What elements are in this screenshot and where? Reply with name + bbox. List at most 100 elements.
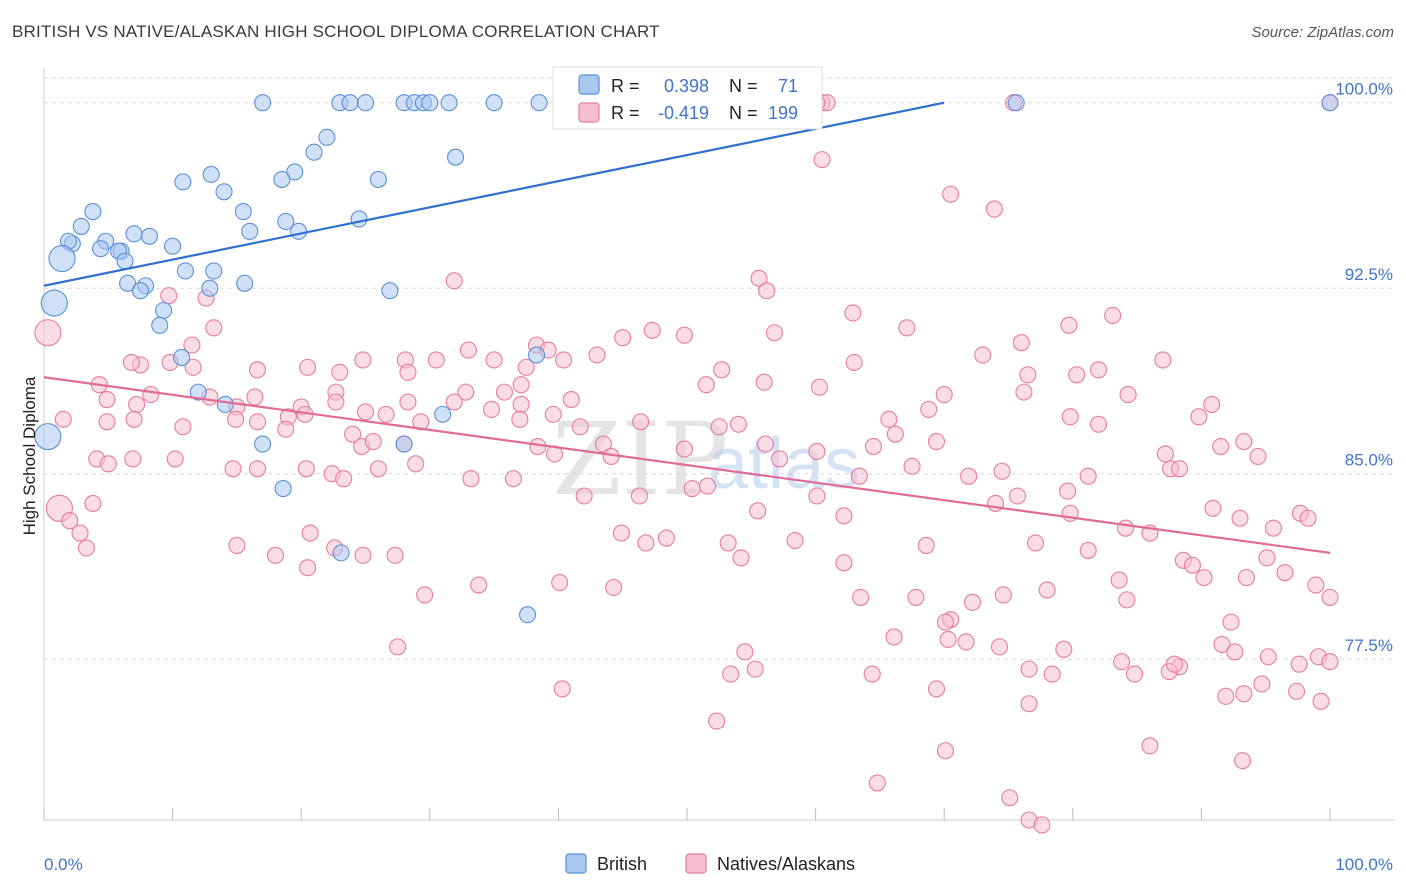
native-point-225 xyxy=(1312,692,1330,710)
british-point-54 xyxy=(527,346,546,364)
native-point-105 xyxy=(756,435,774,453)
native-point-19 xyxy=(675,326,693,344)
native-point-128 xyxy=(99,455,117,473)
british-point-51 xyxy=(155,301,173,320)
native-point-17 xyxy=(643,321,661,339)
native-point-134 xyxy=(993,462,1011,480)
british-point-50 xyxy=(40,289,68,317)
native-point-16 xyxy=(205,319,223,337)
native-point-61 xyxy=(935,386,953,404)
native-point-87 xyxy=(277,420,295,438)
british-point-22 xyxy=(273,170,291,188)
british-point-41 xyxy=(48,245,76,273)
y-axis-label: High School Diploma xyxy=(20,376,39,535)
native-point-216 xyxy=(553,680,571,698)
y-tick-label-1: 85.0% xyxy=(1345,451,1393,470)
british-point-40 xyxy=(116,252,134,270)
native-point-83 xyxy=(710,418,728,436)
native-point-203 xyxy=(885,628,903,646)
native-point-68 xyxy=(356,403,375,421)
native-point-85 xyxy=(920,400,938,418)
native-point-41 xyxy=(399,363,417,381)
british-point-36 xyxy=(92,240,110,258)
british-point-61 xyxy=(274,480,292,498)
native-point-166 xyxy=(228,536,246,555)
native-point-152 xyxy=(612,524,630,542)
native-point-90 xyxy=(511,410,529,428)
native-point-170 xyxy=(732,549,750,567)
x-tick-label-0: 0.0% xyxy=(44,855,83,874)
native-point-136 xyxy=(1170,460,1189,478)
native-point-63 xyxy=(98,390,116,409)
british-point-8 xyxy=(440,94,458,112)
native-point-108 xyxy=(927,433,946,451)
native-point-230 xyxy=(1165,655,1183,673)
british-point-3 xyxy=(356,94,375,112)
british-point-37 xyxy=(164,237,182,255)
british-point-27 xyxy=(350,210,368,228)
native-point-115 xyxy=(166,450,184,468)
native-trend-line xyxy=(43,376,1331,554)
native-point-211 xyxy=(1226,643,1244,661)
native-point-207 xyxy=(1113,653,1131,671)
native-point-162 xyxy=(1231,509,1249,527)
native-point-106 xyxy=(808,442,826,461)
x-tick-label-1: 100.0% xyxy=(1335,855,1393,874)
british-point-23 xyxy=(215,183,233,201)
native-point-78 xyxy=(248,413,267,431)
native-point-123 xyxy=(462,470,480,488)
native-point-174 xyxy=(1026,534,1045,552)
native-point-86 xyxy=(174,418,192,436)
native-point-193 xyxy=(1110,571,1128,589)
native-point-204 xyxy=(939,630,957,648)
stats-legend: R = 0.398 N = 71 R = -0.419 N = 199 xyxy=(552,66,823,130)
british-point-21 xyxy=(369,170,387,188)
native-point-15 xyxy=(34,319,62,347)
native-point-51 xyxy=(142,386,160,404)
native-point-187 xyxy=(1258,549,1276,567)
native-point-44 xyxy=(713,361,731,379)
native-point-96 xyxy=(1089,415,1108,433)
native-point-43 xyxy=(517,358,535,376)
native-point-12 xyxy=(160,287,178,305)
native-point-59 xyxy=(755,373,773,391)
british-point-49 xyxy=(131,282,149,300)
native-point-182 xyxy=(994,586,1012,604)
british-point-10 xyxy=(530,94,548,112)
british-point-43 xyxy=(205,262,223,280)
trend-lines xyxy=(43,101,1331,554)
british-point-28 xyxy=(72,217,90,235)
native-point-69 xyxy=(399,393,417,411)
native-point-169 xyxy=(719,534,737,552)
native-point-67 xyxy=(327,393,345,411)
british-point-18 xyxy=(286,163,304,181)
native-point-6 xyxy=(942,185,960,203)
native-point-181 xyxy=(852,588,870,606)
native-point-178 xyxy=(470,576,488,594)
native-point-14 xyxy=(844,304,862,322)
native-point-135 xyxy=(1079,467,1097,485)
native-point-208 xyxy=(1125,665,1144,683)
native-point-144 xyxy=(1008,487,1027,505)
native-point-221 xyxy=(1043,665,1061,683)
native-point-219 xyxy=(746,660,764,678)
native-point-205 xyxy=(1020,660,1038,678)
native-point-197 xyxy=(957,633,975,651)
native-point-21 xyxy=(1060,316,1078,334)
stats-legend-native-swatch xyxy=(578,102,600,123)
native-point-234 xyxy=(868,774,886,792)
british-point-48 xyxy=(381,282,399,300)
native-point-97 xyxy=(1119,386,1137,404)
native-point-20 xyxy=(898,319,916,337)
native-point-88 xyxy=(344,425,362,443)
native-point-35 xyxy=(588,346,606,364)
native-point-27 xyxy=(184,358,202,376)
british-point-53 xyxy=(173,348,191,367)
british-point-31 xyxy=(241,222,259,240)
native-point-89 xyxy=(377,405,395,423)
stats-british-r-label: R = xyxy=(611,76,640,96)
native-point-34 xyxy=(554,351,573,369)
native-point-235 xyxy=(1001,789,1019,807)
native-point-73 xyxy=(562,390,580,409)
native-point-47 xyxy=(1154,351,1172,369)
